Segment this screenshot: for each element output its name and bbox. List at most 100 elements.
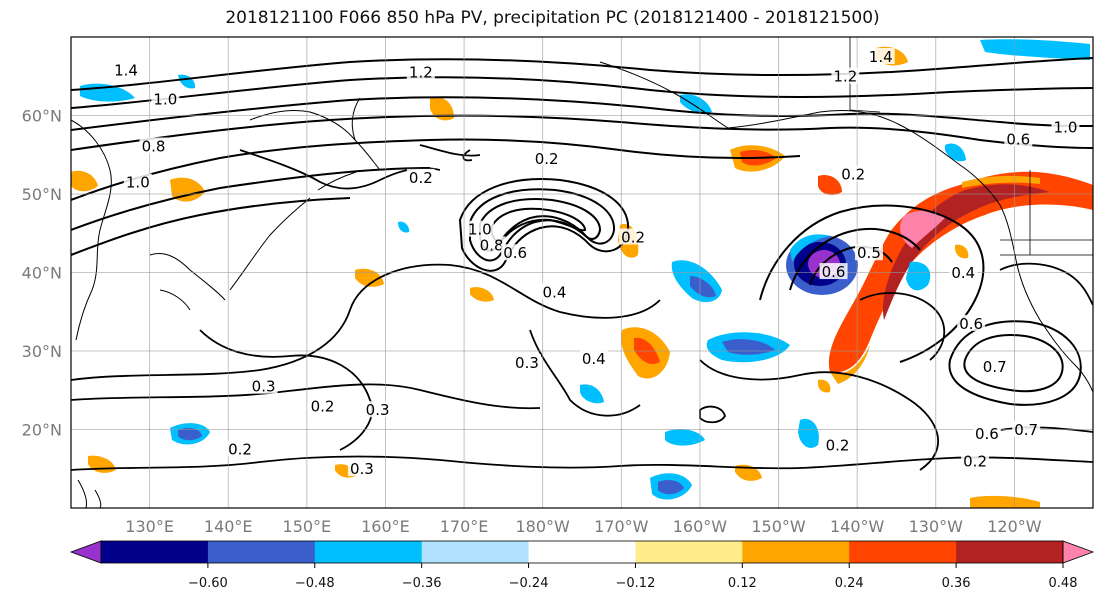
contour-label-bg (1051, 118, 1080, 135)
lat-tick-label: 20°N (22, 421, 62, 440)
contour-label-bg (501, 244, 530, 261)
contour-label-bg (957, 314, 986, 331)
contour-label: 0.4 (543, 283, 567, 301)
lon-tick-label: 170°E (440, 517, 489, 536)
contour-labels: 1.4 1.21.00.81.0 0.20.21.00.8 0.60.20.40.40… (112, 47, 1080, 478)
contour-label: 0.2 (311, 397, 335, 415)
lon-tick-label: 150°E (283, 517, 332, 536)
colorbar-segment (101, 541, 209, 563)
contour-label: 0.5 (857, 244, 881, 262)
positive-patch (1060, 187, 1093, 208)
colorbar: −0.60 −0.48 −0.36 −0.24 −0.12 0.12 0.24 0.36 0.4… (69, 540, 1095, 591)
contour-label-bg (839, 165, 868, 182)
contour-label-bg (226, 440, 255, 457)
contour-label-bg (406, 63, 435, 80)
contour-label: 0.6 (959, 315, 983, 333)
contour-label: 0.2 (826, 437, 850, 455)
negative-patch (690, 276, 716, 298)
contour-label: 1.4 (114, 61, 138, 79)
colorbar-left-arrow (69, 540, 102, 564)
contour-label: 0.2 (409, 169, 433, 187)
coastlines (71, 37, 1093, 508)
japan-kuril-coast (229, 171, 357, 291)
latitude-labels: 20°N 30°N 40°N 50°N 60°N (22, 107, 62, 440)
negative-center-edge (790, 234, 830, 262)
positive-patch (735, 464, 762, 481)
colorbar-segment (849, 541, 957, 563)
colorbar-segment (742, 541, 850, 563)
negative-patch (398, 221, 410, 233)
colorbar-tick-label: −0.48 (295, 576, 335, 591)
positive-patch (970, 495, 1040, 508)
lon-tick-label: 130°E (125, 517, 174, 536)
colorbar-segment (421, 541, 530, 563)
lon-tick-label: 160°E (361, 517, 410, 536)
colorbar-tick-label: −0.12 (616, 576, 656, 591)
contour-label: 0.6 (822, 263, 846, 281)
lon-tick-label: 170°W (594, 517, 649, 536)
contour-label-bg (139, 137, 168, 154)
contour-label: 0.2 (621, 229, 645, 247)
contour-label: 0.4 (951, 264, 975, 282)
contour-label: 0.3 (350, 460, 374, 478)
positive-patch (355, 268, 384, 287)
contour-label: 0.6 (1006, 130, 1030, 148)
contour-label: 0.8 (142, 137, 166, 155)
colorbar-tick-label: 0.12 (728, 576, 757, 591)
negative-patch (906, 261, 931, 291)
positive-patch (818, 174, 842, 195)
positive-band-orange-edge (962, 175, 1040, 188)
colorbar-segment (956, 541, 1064, 563)
contour-label-bg (961, 452, 990, 469)
contour-label: 0.4 (582, 350, 606, 368)
contour-label-bg (465, 220, 494, 237)
lon-tick-label: 140°E (204, 517, 253, 536)
contour-label: 0.3 (515, 354, 539, 372)
lat-tick-label: 60°N (22, 107, 62, 126)
contour-label: 1.0 (126, 174, 150, 192)
negative-patch (665, 429, 705, 446)
negative-patch (945, 143, 966, 162)
contour-label-bg (363, 401, 392, 418)
lon-tick-label: 160°W (673, 517, 728, 536)
lat-tick-label: 30°N (22, 342, 62, 361)
contour-label-bg (406, 168, 435, 185)
colorbar-tick-label: 0.36 (942, 576, 971, 591)
contour-label-bg (123, 173, 152, 190)
contour-label-bg (540, 283, 569, 300)
lon-tick-label: 130°W (909, 517, 964, 536)
longitude-labels: 130°E 140°E 150°E 160°E 170°E 180°W 170°W 160°W… (125, 517, 1041, 536)
canada-border (849, 37, 881, 113)
positive-core-pink (900, 210, 945, 248)
pv-contours (71, 57, 1093, 406)
contour-label-bg (949, 263, 978, 280)
colorbar-segment (635, 541, 743, 563)
contour-label: 0.3 (366, 401, 390, 419)
lat-tick-label: 40°N (22, 264, 62, 283)
contour-label: 0.2 (841, 166, 865, 184)
map-frame (70, 36, 1094, 509)
contour-label-bg (1012, 420, 1041, 437)
contour-label: 0.8 (480, 236, 504, 254)
contour-label: 1.0 (1054, 119, 1078, 137)
contour-label-bg (831, 67, 860, 84)
lon-tick-label: 150°W (751, 517, 806, 536)
contour-label-bg (1004, 130, 1033, 147)
positive-patch (818, 379, 831, 393)
contour-label-bg (980, 358, 1009, 375)
colorbar-right-arrow (1062, 540, 1095, 564)
positive-patch (71, 170, 98, 192)
colorbar-segment (314, 541, 423, 563)
negative-patch (580, 384, 604, 404)
contour-label-bg (308, 397, 337, 414)
contour-label-bg (819, 263, 848, 280)
contour-label: 1.2 (409, 64, 433, 82)
contour-label-bg (477, 236, 506, 253)
positive-patch (430, 96, 454, 121)
contour-label: 0.6 (503, 244, 527, 262)
contour-label: 0.2 (963, 452, 987, 470)
positive-band-orange-tail (830, 345, 870, 384)
contour-label-bg (854, 244, 883, 261)
contour-label: 0.3 (252, 378, 276, 396)
